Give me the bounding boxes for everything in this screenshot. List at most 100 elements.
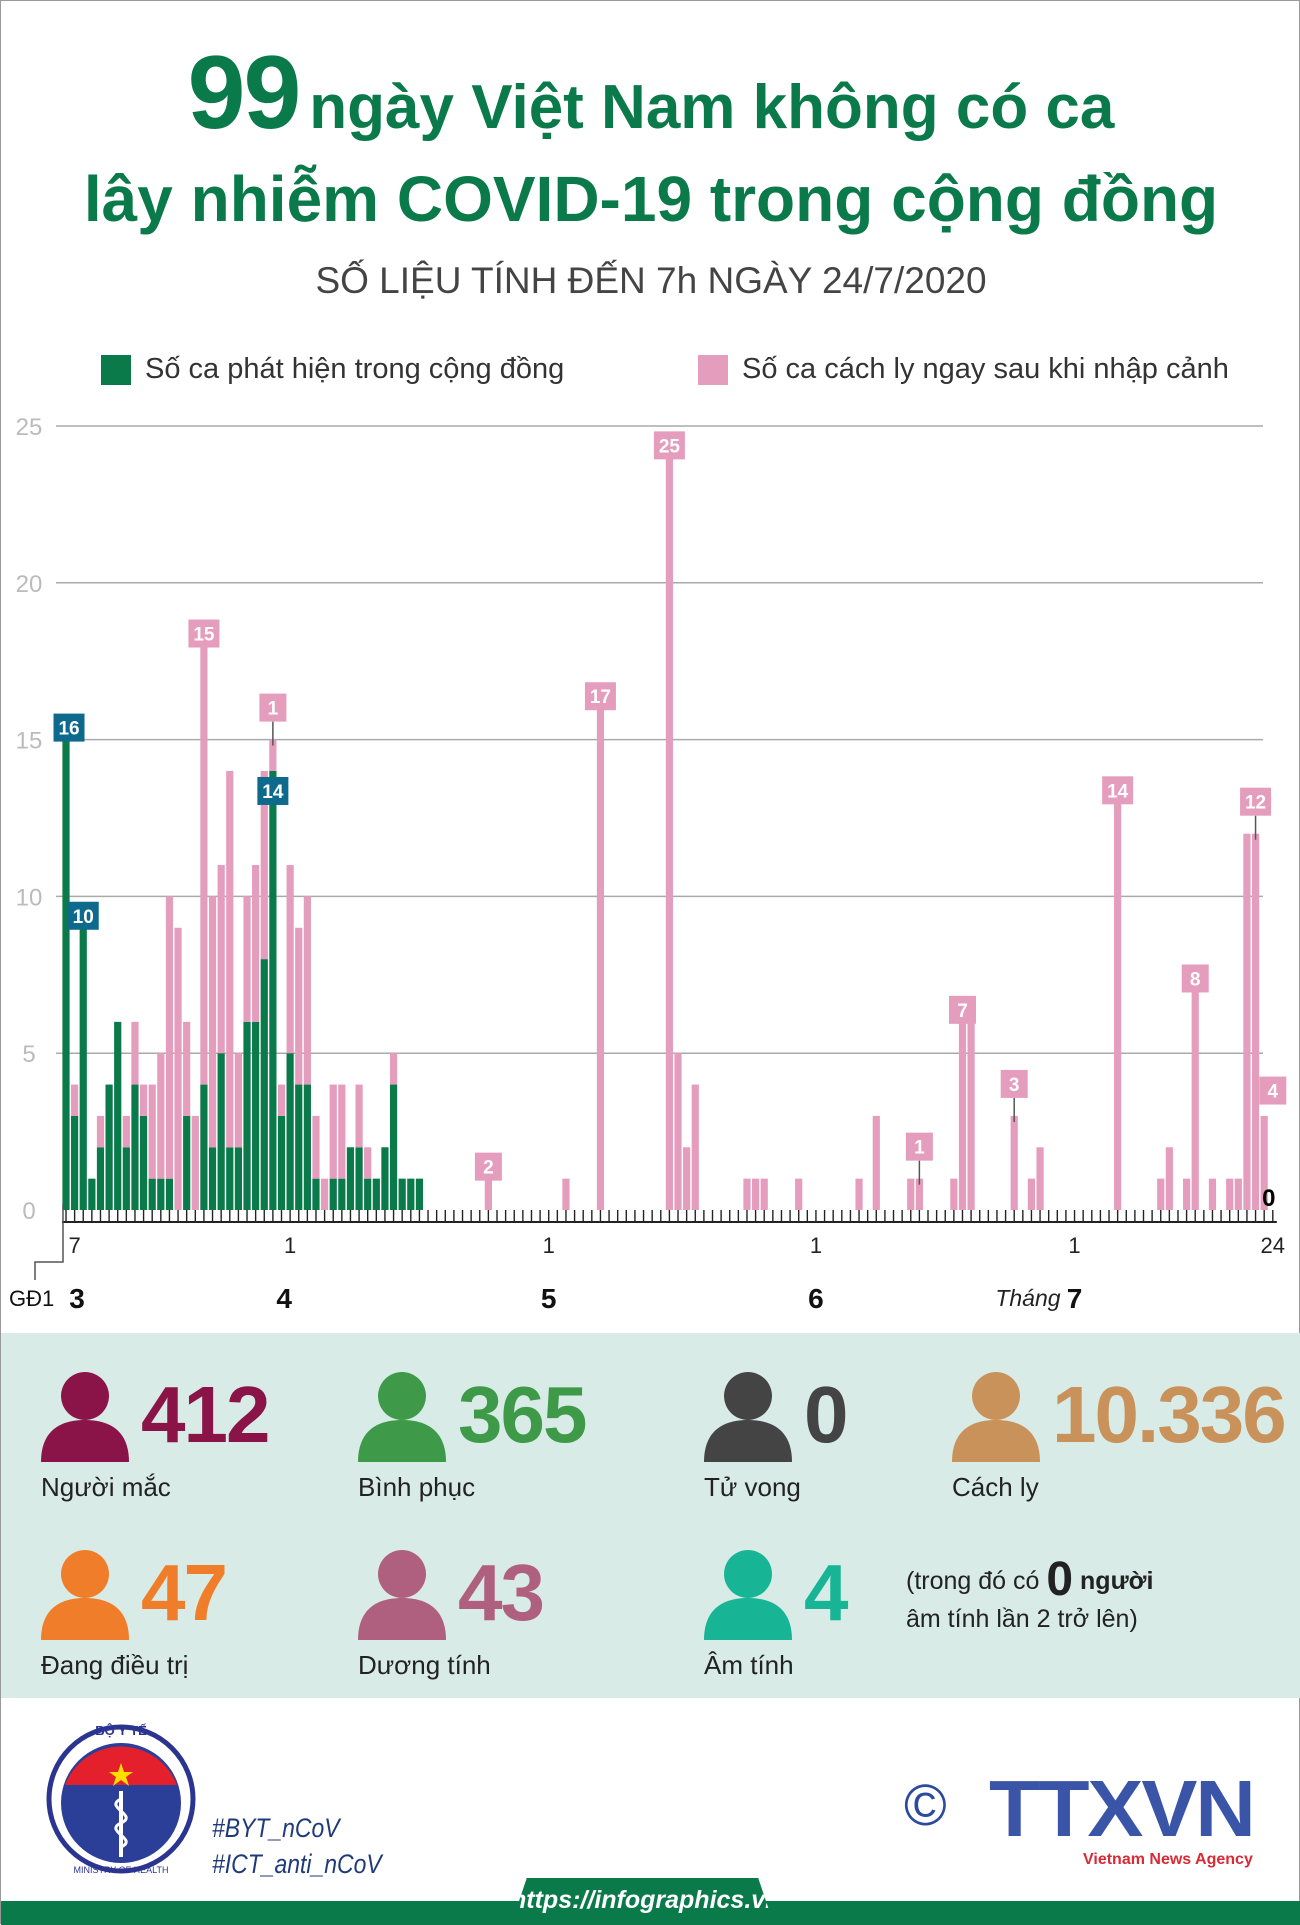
bar-community (355, 1147, 363, 1210)
bar-community (381, 1147, 389, 1210)
bar-community (96, 1147, 105, 1210)
bar-quarantine (872, 1115, 880, 1210)
annotation-label: 8 (1190, 969, 1201, 990)
annotation-label: 25 (659, 436, 681, 457)
month-label: 6 (808, 1283, 824, 1314)
bar-quarantine (950, 1178, 958, 1210)
bar-community (364, 1178, 372, 1210)
annotation-label: 15 (193, 625, 215, 646)
note-value: 0 (1046, 1553, 1074, 1606)
annotation-box (584, 682, 616, 711)
annotation-box (257, 776, 289, 805)
note-post: người (1080, 1567, 1154, 1595)
legend-community: Số ca phát hiện trong cộng đồng (101, 353, 564, 386)
bar-quarantine (1226, 1178, 1234, 1210)
bar-quarantine (674, 1053, 682, 1210)
bar-community (415, 1178, 424, 1210)
bar-quarantine (596, 708, 605, 1210)
bar-community (243, 1021, 251, 1210)
stat-value: 10.336 (1052, 1370, 1287, 1459)
person-icon (952, 1372, 1040, 1462)
bar-community (114, 1021, 122, 1210)
stat-label: Tử vong (704, 1472, 801, 1502)
bar-quarantine (1243, 833, 1251, 1210)
annotation-label: 1 (268, 699, 279, 720)
bar-quarantine (321, 1178, 329, 1210)
bar-quarantine (139, 1084, 148, 1116)
bar-quarantine (1165, 1147, 1173, 1210)
bar-quarantine (329, 1084, 337, 1179)
legend-quarantine: Số ca cách ly ngay sau khi nhập cảnh (698, 353, 1229, 386)
annotation-box (1259, 1076, 1287, 1105)
bar-quarantine (1260, 1115, 1268, 1210)
bar-quarantine (1191, 990, 1199, 1210)
bar-community (105, 1084, 113, 1210)
stat-value: 4 (804, 1548, 848, 1637)
bar-community (148, 1178, 156, 1210)
y-tick-label: 10 (16, 884, 43, 911)
bar-community (234, 1147, 242, 1210)
person-icon (358, 1550, 446, 1640)
title-line-2: lây nhiễm COVID-19 trong cộng đồng (83, 163, 1219, 235)
bar-quarantine (200, 645, 208, 1085)
bar-quarantine (355, 1084, 363, 1148)
bar-quarantine (760, 1178, 768, 1210)
bar-community (131, 1084, 139, 1210)
annotation-box (653, 431, 685, 460)
bar-quarantine (183, 1021, 191, 1116)
phase-label: GĐ1 (9, 1286, 54, 1311)
ttxvn-logo: TTXVN (989, 1764, 1256, 1853)
annotation-label: 12 (1245, 793, 1266, 814)
stat-value: 365 (458, 1370, 587, 1459)
annotation-box (67, 901, 99, 930)
note: (trong đó có 0 người âm tính lần 2 trở l… (906, 1556, 1154, 1638)
annotation-box (1181, 964, 1209, 993)
bar-community (217, 1053, 225, 1210)
bar-community (398, 1178, 406, 1210)
person-icon (41, 1550, 129, 1640)
bar-quarantine (1114, 802, 1122, 1210)
bar-quarantine (131, 1021, 139, 1085)
month-label: 7 (1067, 1283, 1083, 1314)
bar-quarantine (303, 896, 311, 1085)
stat-label: Cách ly (952, 1472, 1039, 1502)
bar-quarantine (795, 1178, 803, 1210)
bar-quarantine (915, 1178, 923, 1210)
bar-quarantine (243, 896, 251, 1022)
hashtag-byt[interactable]: #BYT_nCoV (212, 1813, 340, 1843)
stat-value: 412 (141, 1370, 270, 1459)
annotation-label: 10 (73, 907, 94, 928)
stat-value: 47 (141, 1548, 228, 1637)
hashtag-ict[interactable]: #ICT_anti_nCoV (212, 1849, 382, 1879)
bar-community (269, 770, 277, 1210)
day-tick-label: 1 (1068, 1233, 1080, 1258)
bar-community (165, 1178, 174, 1210)
website-link[interactable]: https://infographics.vn (511, 1878, 774, 1925)
bar-quarantine (1157, 1178, 1165, 1210)
copyright-icon: © (904, 1773, 947, 1838)
bar-quarantine (96, 1115, 105, 1148)
bar-quarantine (217, 865, 225, 1054)
bar-community (312, 1178, 320, 1210)
bar-community (329, 1178, 337, 1210)
bar-community (200, 1084, 208, 1210)
bar-quarantine (312, 1115, 320, 1179)
bar-quarantine (1251, 833, 1260, 1210)
annotation-box (905, 1132, 933, 1161)
bar-quarantine (226, 770, 234, 1148)
annotation-label: 7 (957, 1001, 968, 1022)
day-tick-label: 7 (68, 1233, 80, 1258)
annotation-label: 16 (58, 719, 79, 740)
note-line2: âm tính lần 2 trở lên) (906, 1605, 1138, 1633)
bar-quarantine (683, 1147, 691, 1210)
bar-quarantine (148, 1084, 156, 1179)
y-tick-label: 0 (22, 1198, 35, 1225)
bar-community (295, 1084, 303, 1210)
bar-quarantine (1010, 1115, 1018, 1210)
person-icon (704, 1372, 792, 1462)
legend-swatch-quarantine (698, 354, 728, 385)
bar-quarantine (562, 1178, 570, 1210)
annotation-label: 0 (1262, 1185, 1275, 1212)
person-icon (358, 1372, 446, 1462)
